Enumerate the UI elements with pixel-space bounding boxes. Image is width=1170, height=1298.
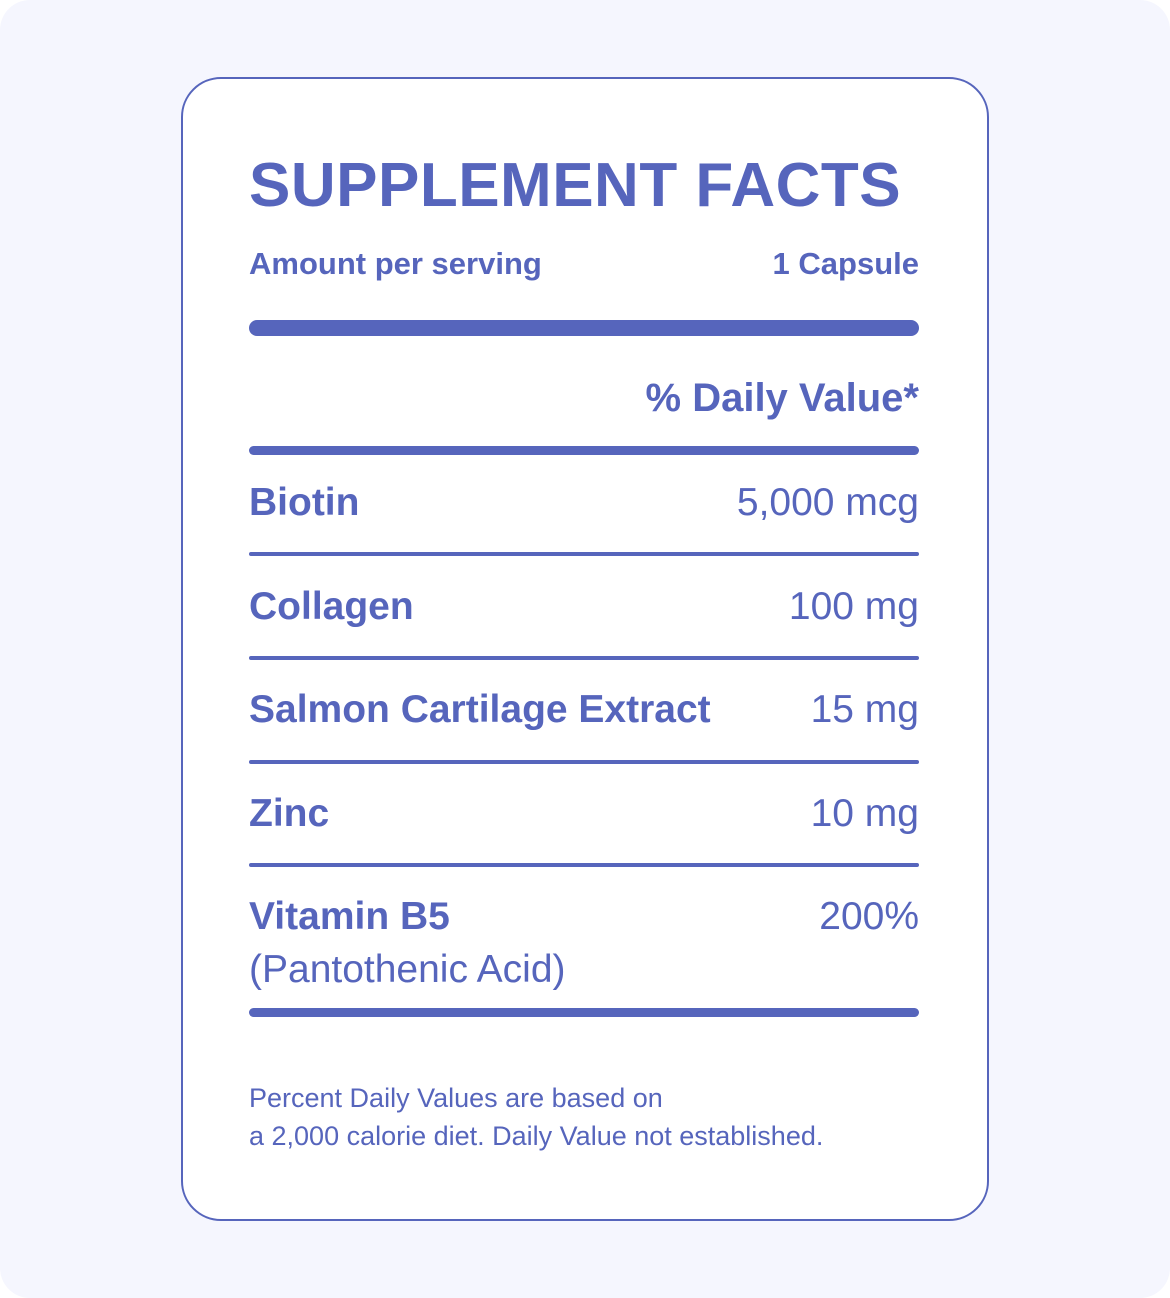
nutrient-name: Salmon Cartilage Extract	[249, 688, 711, 731]
nutrient-subname: (Pantothenic Acid)	[249, 948, 566, 991]
nutrient-row-vitamin-b5: Vitamin B5 200%	[249, 894, 919, 940]
bottom-divider	[249, 1008, 919, 1017]
nutrient-name: Vitamin B5	[249, 895, 450, 938]
row-divider	[249, 760, 919, 764]
nutrient-amount: 15 mg	[810, 688, 919, 731]
nutrient-row-zinc: Zinc 10 mg	[249, 791, 919, 837]
nutrient-name: Zinc	[249, 792, 330, 835]
row-divider	[249, 656, 919, 660]
row-divider	[249, 552, 919, 556]
row-divider	[249, 863, 919, 867]
nutrient-amount: 5,000 mcg	[736, 481, 919, 524]
footnote-line-1: Percent Daily Values are based on	[249, 1083, 663, 1113]
label-title: SUPPLEMENT FACTS	[249, 151, 902, 220]
nutrient-amount: 100 mg	[788, 585, 919, 628]
nutrient-name: Biotin	[249, 481, 360, 524]
serving-row: Amount per serving 1 Capsule	[249, 244, 919, 284]
footnote-line-2: a 2,000 calorie diet. Daily Value not es…	[249, 1121, 824, 1151]
serving-size: 1 Capsule	[772, 246, 919, 281]
nutrient-row-collagen: Collagen 100 mg	[249, 584, 919, 630]
nutrient-amount: 200%	[819, 895, 919, 938]
nutrient-row-salmon-cartilage: Salmon Cartilage Extract 15 mg	[249, 687, 919, 733]
nutrient-row-biotin: Biotin 5,000 mcg	[249, 480, 919, 526]
nutrient-name: Collagen	[249, 585, 414, 628]
footnote: Percent Daily Values are based on a 2,00…	[249, 1079, 919, 1155]
serving-label: Amount per serving	[249, 246, 542, 281]
daily-value-header: % Daily Value*	[645, 376, 919, 420]
thick-divider	[249, 320, 919, 336]
supplement-facts-card	[181, 77, 989, 1221]
nutrient-amount: 10 mg	[810, 792, 919, 835]
header-divider	[249, 446, 919, 455]
